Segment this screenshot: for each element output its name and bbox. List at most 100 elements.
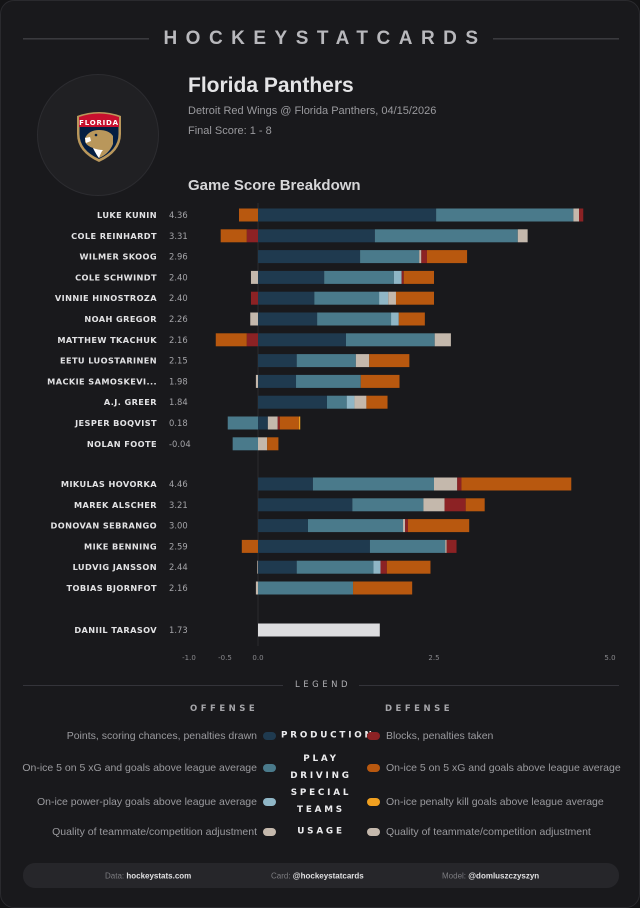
defense-play-driving-swatch-icon (367, 764, 380, 772)
team-name: Florida Panthers (188, 74, 354, 97)
bar-segment-def-production (380, 560, 387, 574)
bar-segment-def-production (444, 498, 466, 512)
legend-category-production: PRODUCTION (281, 730, 375, 741)
x-tick-label: -1.0 (182, 654, 196, 662)
bar-segment-off-production (258, 312, 318, 326)
bar-segment-off-production (258, 374, 297, 388)
bar-segment-off-usage (354, 395, 367, 409)
bar-segment-off-play-driving (227, 416, 258, 430)
bar-segment-off-play-driving (258, 581, 354, 595)
bar-segment-def-play-driving (461, 477, 572, 491)
footer-data-source[interactable]: hockeystats.com (126, 871, 192, 880)
bar-segment-off-usage (255, 374, 258, 388)
legend-defense-text: On-ice penalty kill goals above league a… (386, 796, 604, 808)
player-name: NOAH GREGOR (84, 314, 157, 324)
legend-title: LEGEND (295, 680, 351, 690)
offense-usage-swatch-icon (263, 828, 276, 836)
player-game-score: 2.16 (169, 335, 188, 345)
player-game-score: 1.73 (169, 625, 188, 635)
legend-defense-header: DEFENSE (385, 704, 454, 714)
legend-defense-text: On-ice 5 on 5 xG and goals above league … (386, 762, 621, 774)
bar-segment-def-production (405, 519, 408, 533)
bar-segment-off-usage (419, 250, 422, 264)
bar-segment-off-play-driving (296, 354, 356, 368)
bar-segment-off-usage (573, 208, 580, 222)
bar-segment-def-play-driving (426, 250, 468, 264)
x-tick-label: 0.0 (252, 654, 263, 662)
bar-segment-def-production (401, 270, 404, 284)
legend-row-production: Points, scoring chances, penalties drawn… (1, 721, 640, 751)
bar-segment-off-production (258, 354, 297, 368)
legend-category-play-driving: PLAY DRIVING (290, 754, 352, 781)
player-game-score: 4.46 (169, 479, 188, 489)
bar-segment-off-play-driving (317, 312, 392, 326)
legend-category-special-teams: SPECIAL TEAMS (290, 788, 352, 815)
footer-model-credit: Model: @domluszczyszyn (442, 871, 539, 880)
player-name: WILMER SKOOG (79, 252, 157, 262)
bar-segment-off-play-driving (296, 374, 361, 388)
offense-production-swatch-icon (263, 732, 276, 740)
bar-segment-off-special-teams (373, 560, 381, 574)
defense-usage-swatch-icon (367, 828, 380, 836)
bar-segment-off-play-driving (360, 250, 420, 264)
legend-offense-text: On-ice power-play goals above league ave… (36, 796, 257, 808)
bar-segment-off-special-teams (391, 312, 399, 326)
bar-segment-def-production (246, 333, 258, 347)
defense-production-swatch-icon (367, 732, 380, 740)
bar-segment-off-play-driving (312, 477, 434, 491)
player-name: A.J. GREER (104, 397, 157, 407)
bar-segment-off-production (258, 477, 313, 491)
florida-panthers-logo-icon: FLORIDA (77, 112, 121, 162)
player-name: COLE REINHARDT (71, 231, 157, 241)
player-game-score: 1.84 (169, 397, 188, 407)
bar-segment-off-production (258, 539, 370, 553)
player-game-score: 3.31 (169, 231, 188, 241)
legend-row-usage: Quality of teammate/competition adjustme… (1, 817, 640, 847)
bar-segment-off-production (258, 498, 353, 512)
x-tick-label: 5.0 (604, 654, 615, 662)
bar-segment-off-usage (250, 312, 258, 326)
bar-segment-off-play-driving (324, 270, 394, 284)
bar-segment-off-play-driving (436, 208, 574, 222)
bar-segment-off-play-driving (232, 437, 258, 451)
bar-segment-off-usage (257, 560, 258, 574)
player-name: JESPER BOQVIST (74, 418, 157, 428)
bar-segment-def-production (446, 539, 457, 553)
player-game-score: 2.15 (169, 356, 188, 366)
bar-segment-off-play-driving (352, 498, 424, 512)
bar-segment-off-usage (423, 498, 445, 512)
bar-segment-def-play-driving (369, 354, 410, 368)
bar-segment-def-play-driving (386, 560, 431, 574)
player-game-score: 4.36 (169, 210, 188, 220)
brand-divider-left (23, 38, 150, 40)
player-game-score: 2.59 (169, 541, 188, 551)
bar-segment-off-play-driving (296, 560, 374, 574)
x-tick-label: -0.5 (218, 654, 232, 662)
player-name: COLE SCHWINDT (75, 272, 157, 282)
bar-segment-def-play-driving (353, 581, 413, 595)
bar-segment-def-production (277, 416, 280, 430)
bar-segment-off-play-driving (314, 291, 380, 305)
footer-card-label: Card: (271, 871, 291, 880)
footer-card-handle[interactable]: @hockeystatcards (292, 871, 364, 880)
player-game-score: 2.26 (169, 314, 188, 324)
bar-segment-def-play-driving (465, 498, 485, 512)
bar-segment-def-production (250, 291, 258, 305)
bar-segment-off-production (258, 250, 361, 264)
footer-data-label: Data: (105, 871, 125, 880)
bar-segment-off-usage (355, 354, 370, 368)
legend-offense-text: Points, scoring chances, penalties drawn (66, 730, 257, 742)
bar-segment-off-usage (403, 519, 406, 533)
footer-card-credit: Card: @hockeystatcards (271, 871, 364, 880)
player-game-score: 2.40 (169, 293, 188, 303)
bar-segment-off-play-driving (326, 395, 347, 409)
bar-segment-def-play-driving (279, 416, 299, 430)
legend-offense-text: Quality of teammate/competition adjustme… (52, 826, 257, 838)
footer-model-handle[interactable]: @domluszczyszyn (468, 871, 540, 880)
bar-segment-def-play-driving (220, 229, 247, 243)
player-name: EETU LUOSTARINEN (60, 356, 157, 366)
legend-category-usage: USAGE (297, 826, 345, 837)
x-tick-label: 2.5 (428, 654, 439, 662)
bar-segment-def-play-driving (398, 312, 425, 326)
